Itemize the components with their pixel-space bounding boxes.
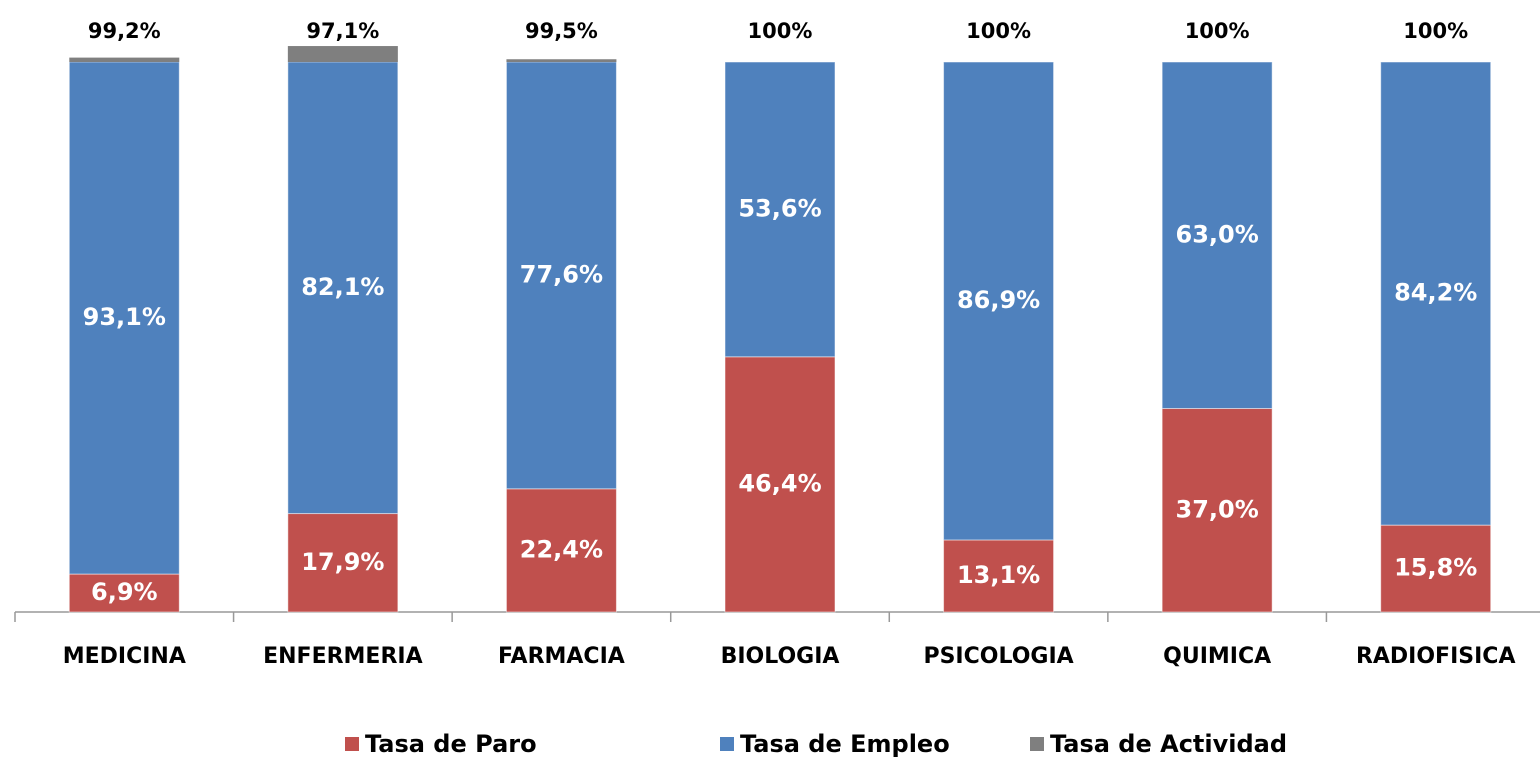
value-label: 100% xyxy=(966,19,1031,43)
bar-segment xyxy=(506,59,617,62)
value-label: 15,8% xyxy=(1394,554,1477,582)
legend-swatch xyxy=(345,737,359,751)
bar-segment xyxy=(69,57,180,62)
value-label: 97,1% xyxy=(306,19,379,43)
value-label: 100% xyxy=(1403,19,1468,43)
x-tick-label: MEDICINA xyxy=(63,644,186,669)
x-tick-label: QUIMICA xyxy=(1163,644,1271,669)
value-label: 93,1% xyxy=(83,303,166,331)
value-label: 100% xyxy=(1185,19,1250,43)
value-label: 22,4% xyxy=(520,535,603,563)
value-label: 46,4% xyxy=(738,469,821,497)
value-label: 99,5% xyxy=(525,19,598,43)
x-tick-label: BIOLOGIA xyxy=(721,644,840,669)
bar-segment xyxy=(724,61,836,358)
value-label: 99,2% xyxy=(88,19,161,43)
value-label: 37,0% xyxy=(1176,495,1259,523)
bar-segment xyxy=(287,513,399,613)
value-label: 86,9% xyxy=(957,286,1040,314)
x-tick-label: PSICOLOGIA xyxy=(923,644,1073,669)
bar-segment xyxy=(68,573,180,613)
legend-swatch xyxy=(1030,737,1044,751)
value-label: 6,9% xyxy=(91,578,158,606)
legend-label: Tasa de Paro xyxy=(365,730,537,758)
value-label: 84,2% xyxy=(1394,279,1477,307)
value-label: 13,1% xyxy=(957,561,1040,589)
legend-swatch xyxy=(720,737,734,751)
bar-segment xyxy=(1161,61,1273,409)
value-label: 17,9% xyxy=(301,548,384,576)
bar-segment xyxy=(943,61,1055,541)
value-label: 100% xyxy=(748,19,813,43)
value-label: 63,0% xyxy=(1176,220,1259,248)
value-label: 53,6% xyxy=(738,194,821,222)
bar-segment xyxy=(1380,61,1492,526)
legend-label: Tasa de Empleo xyxy=(740,730,950,758)
value-label: 77,6% xyxy=(520,260,603,288)
value-label: 82,1% xyxy=(301,273,384,301)
bar-segment xyxy=(505,488,617,613)
bar-segment xyxy=(1161,408,1273,613)
bar-segment xyxy=(287,61,399,515)
bar-segment xyxy=(68,61,180,575)
bar-segment xyxy=(943,539,1055,613)
x-tick-label: RADIOFISICA xyxy=(1356,644,1516,669)
x-tick-label: ENFERMERIA xyxy=(263,644,423,669)
bar-segment xyxy=(1380,524,1492,613)
x-tick-label: FARMACIA xyxy=(498,644,625,669)
bar-segment xyxy=(505,61,617,490)
legend-label: Tasa de Actividad xyxy=(1050,730,1287,758)
bar-segment xyxy=(287,46,398,62)
